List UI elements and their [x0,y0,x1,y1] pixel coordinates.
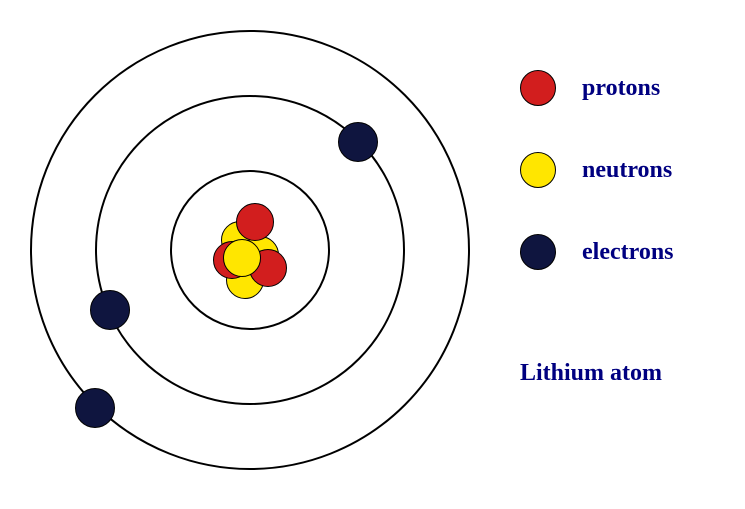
electron-swatch [520,234,556,270]
electron-0 [338,122,378,162]
nucleus-particle-6 [223,239,261,277]
legend-label-protons: protons [582,75,660,102]
proton-swatch [520,70,556,106]
legend-item-neutrons: neutrons [520,152,674,188]
legend-label-neutrons: neutrons [582,157,672,184]
electron-2 [75,388,115,428]
legend-item-protons: protons [520,70,674,106]
nucleus-particle-5 [236,203,274,241]
legend-item-electrons: electrons [520,234,674,270]
electron-1 [90,290,130,330]
legend: protons neutrons electrons [520,70,674,316]
lithium-atom-diagram: { "diagram": { "type": "atom-diagram", "… [0,0,745,509]
diagram-title: Lithium atom [520,360,662,387]
neutron-swatch [520,152,556,188]
legend-label-electrons: electrons [582,239,674,266]
